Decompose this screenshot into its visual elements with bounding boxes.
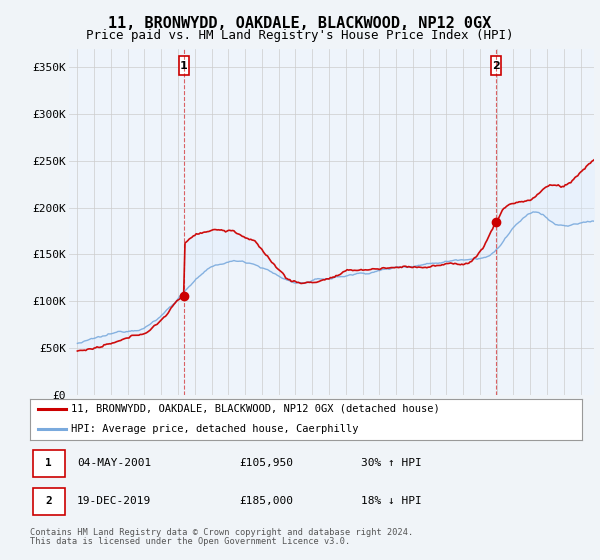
- Text: This data is licensed under the Open Government Licence v3.0.: This data is licensed under the Open Gov…: [30, 538, 350, 547]
- FancyBboxPatch shape: [33, 488, 65, 515]
- Text: 04-MAY-2001: 04-MAY-2001: [77, 458, 151, 468]
- Text: 2: 2: [46, 496, 52, 506]
- Text: Price paid vs. HM Land Registry's House Price Index (HPI): Price paid vs. HM Land Registry's House …: [86, 29, 514, 42]
- Text: £185,000: £185,000: [240, 496, 294, 506]
- Text: 2: 2: [492, 60, 500, 71]
- FancyBboxPatch shape: [179, 56, 188, 75]
- Text: 11, BRONWYDD, OAKDALE, BLACKWOOD, NP12 0GX: 11, BRONWYDD, OAKDALE, BLACKWOOD, NP12 0…: [109, 16, 491, 31]
- Text: 1: 1: [180, 60, 188, 71]
- Text: 19-DEC-2019: 19-DEC-2019: [77, 496, 151, 506]
- Text: Contains HM Land Registry data © Crown copyright and database right 2024.: Contains HM Land Registry data © Crown c…: [30, 529, 413, 538]
- Text: 1: 1: [46, 458, 52, 468]
- FancyBboxPatch shape: [491, 56, 500, 75]
- Text: 18% ↓ HPI: 18% ↓ HPI: [361, 496, 422, 506]
- Text: 30% ↑ HPI: 30% ↑ HPI: [361, 458, 422, 468]
- FancyBboxPatch shape: [33, 450, 65, 477]
- Text: £105,950: £105,950: [240, 458, 294, 468]
- Text: HPI: Average price, detached house, Caerphilly: HPI: Average price, detached house, Caer…: [71, 424, 359, 434]
- Text: 11, BRONWYDD, OAKDALE, BLACKWOOD, NP12 0GX (detached house): 11, BRONWYDD, OAKDALE, BLACKWOOD, NP12 0…: [71, 404, 440, 414]
